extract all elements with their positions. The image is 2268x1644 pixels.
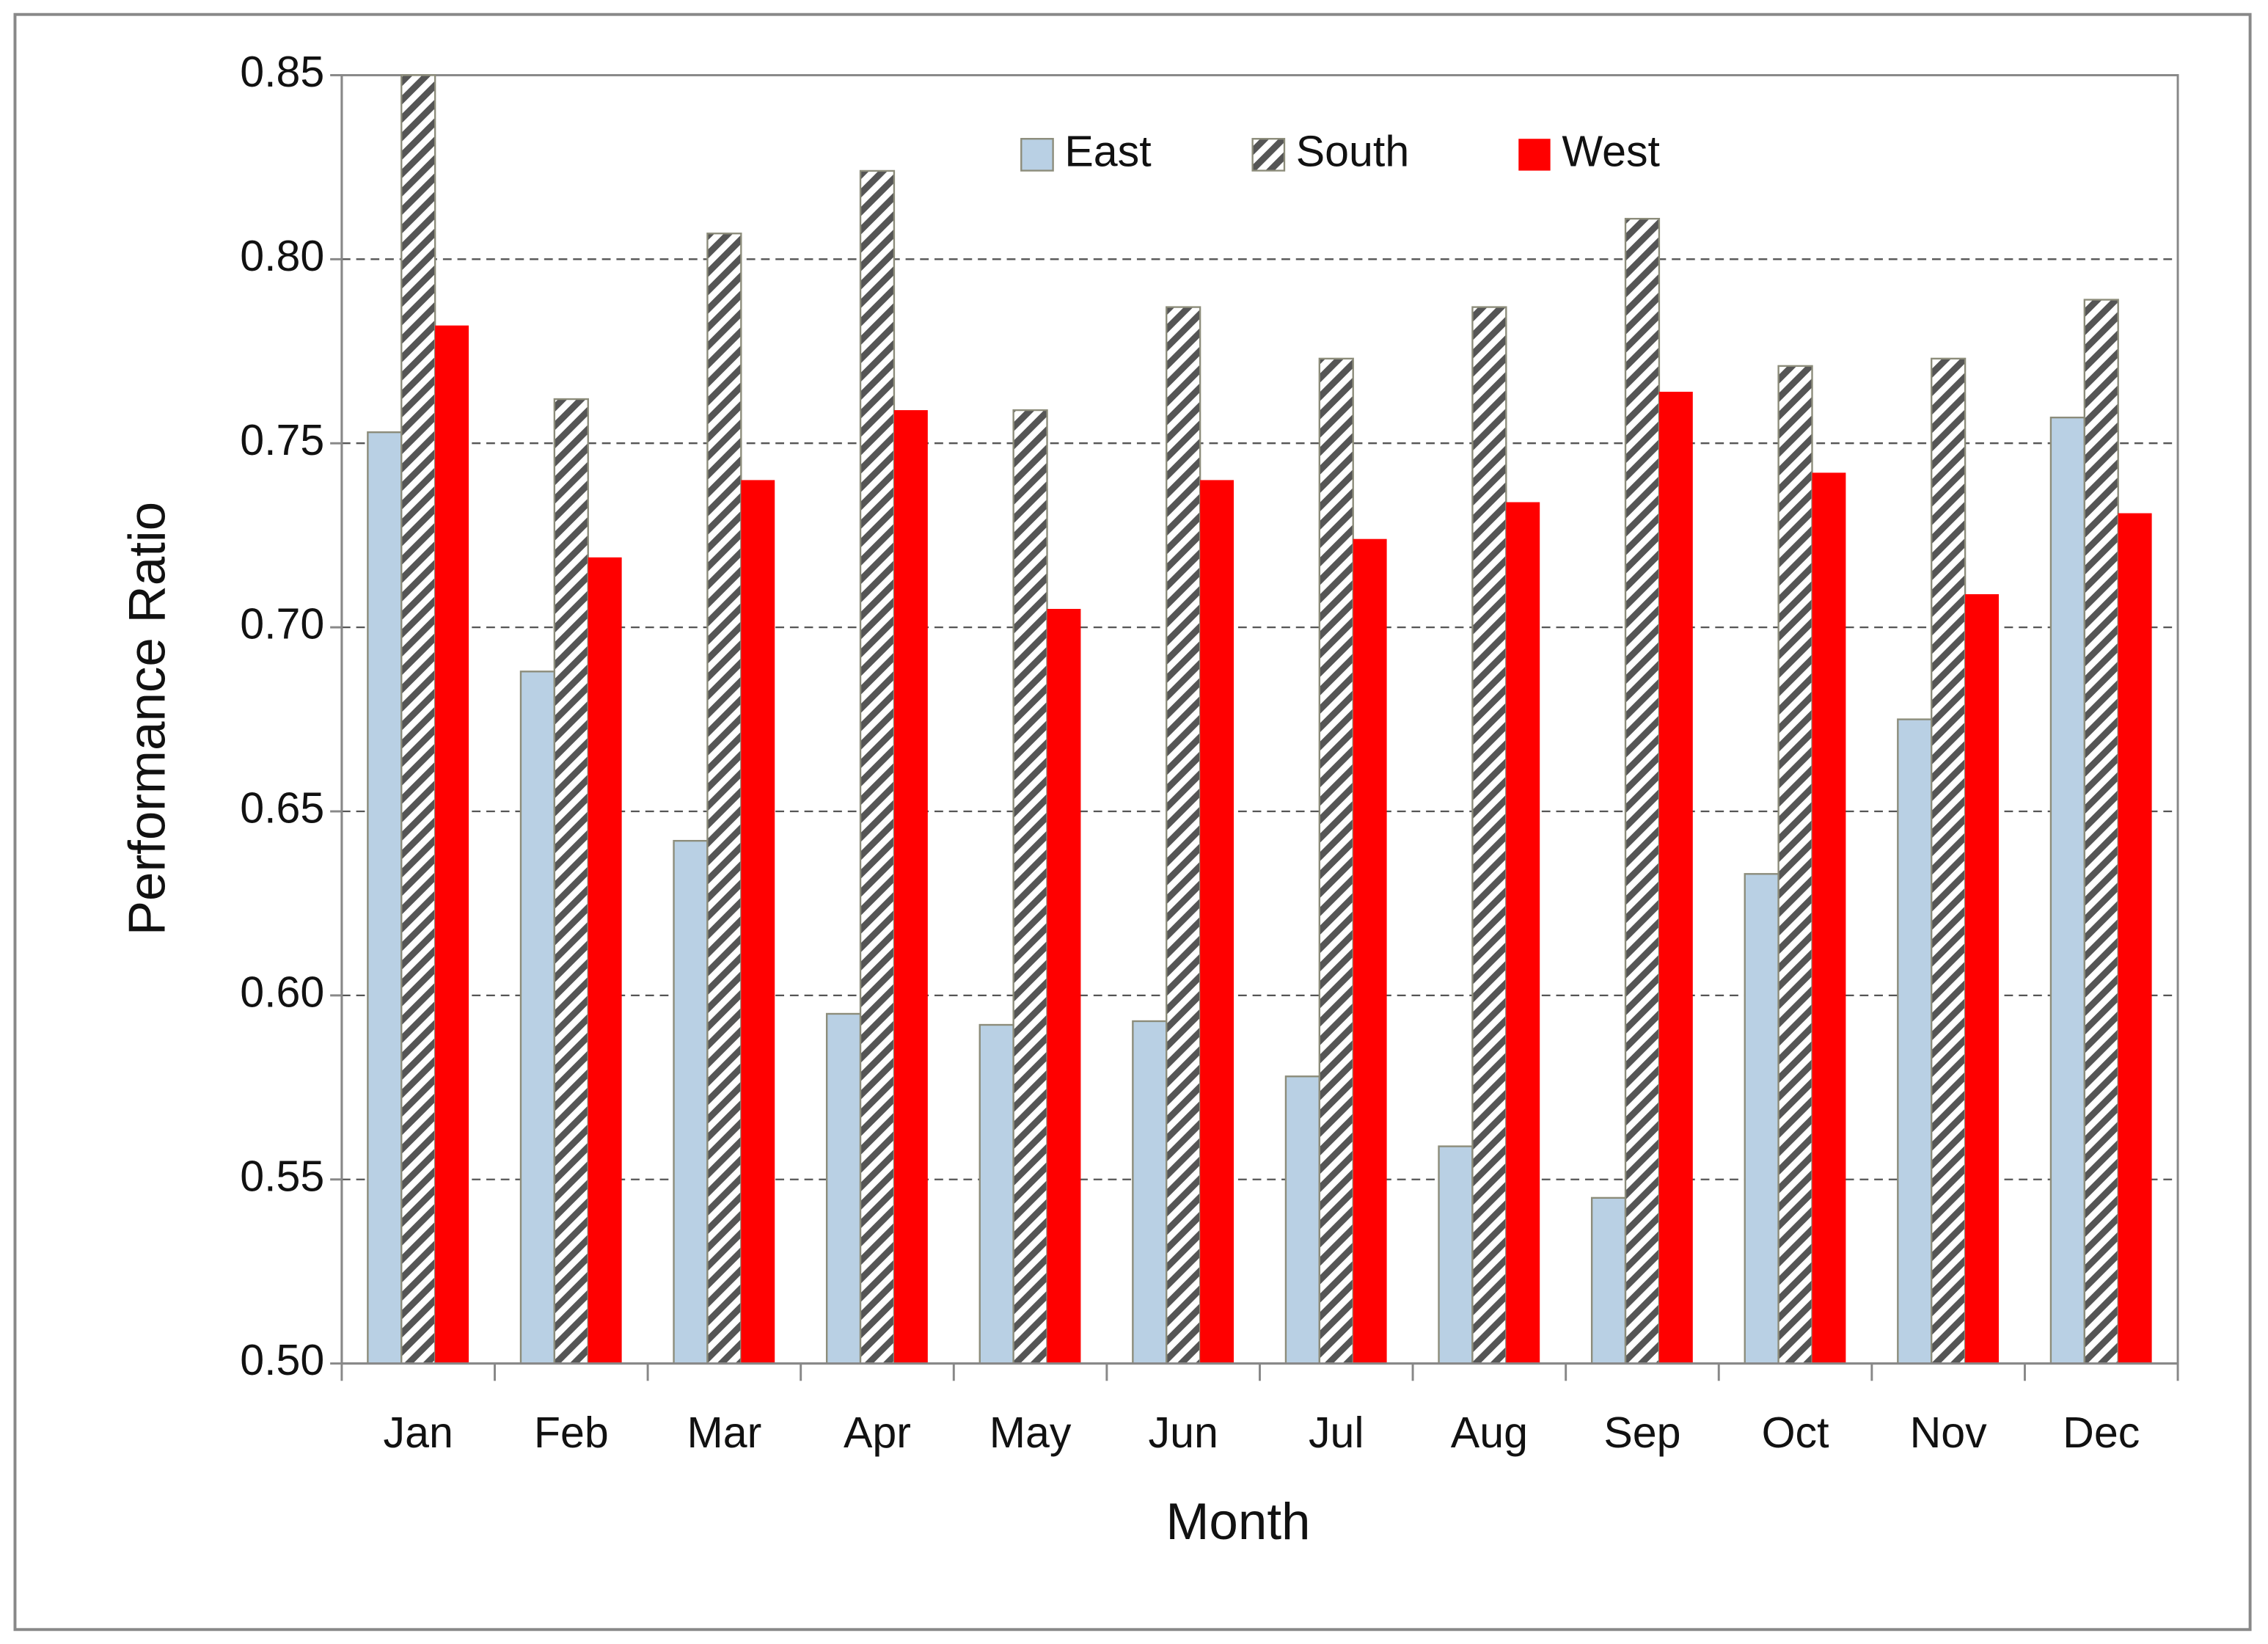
bar [553, 398, 589, 1364]
bar [1471, 306, 1507, 1364]
bar [1284, 1075, 1321, 1364]
bar [1353, 538, 1387, 1364]
y-tick-label: 0.50 [240, 1335, 324, 1384]
x-tick-label: Apr [844, 1408, 911, 1457]
y-tick-label: 0.70 [240, 599, 324, 649]
bar [2083, 299, 2119, 1364]
x-tick-label: Oct [1762, 1408, 1829, 1457]
legend-swatch [1251, 138, 1286, 172]
x-tick-label: Jan [384, 1408, 453, 1457]
x-tick-label: Jul [1309, 1408, 1364, 1457]
bar [1506, 502, 1540, 1364]
x-tick-label: Aug [1451, 1408, 1528, 1457]
y-tick-label: 0.55 [240, 1151, 324, 1200]
bar [1897, 718, 1933, 1364]
bar [1132, 1020, 1168, 1364]
bar [1047, 609, 1081, 1364]
bar [825, 1012, 862, 1364]
bar [1624, 217, 1661, 1364]
y-tick-label: 0.85 [240, 47, 324, 96]
y-axis-title: Performance Ratio [118, 502, 176, 935]
bar [1931, 357, 1967, 1364]
bar [435, 325, 469, 1364]
bar [1965, 593, 1999, 1364]
bar [1166, 306, 1201, 1364]
x-tick-label: Sep [1603, 1408, 1680, 1457]
bar [673, 839, 709, 1364]
bar [1777, 365, 1813, 1364]
legend-swatch [1020, 138, 1054, 172]
legend-label: East [1064, 127, 1151, 176]
plot-area [340, 74, 2179, 1365]
legend-label: South [1296, 127, 1409, 176]
y-tick-label: 0.65 [240, 783, 324, 833]
bar [893, 410, 928, 1364]
x-tick-label: Dec [2063, 1408, 2140, 1457]
bar [400, 74, 436, 1364]
x-tick-label: Jun [1149, 1408, 1218, 1457]
x-tick-label: Feb [534, 1408, 609, 1457]
legend-label: West [1562, 127, 1660, 176]
bar [1438, 1145, 1474, 1364]
bar [2118, 513, 2152, 1364]
bar [2049, 416, 2085, 1364]
y-tick-label: 0.80 [240, 231, 324, 280]
bar [741, 480, 775, 1364]
x-tick-label: Mar [687, 1408, 761, 1457]
bar [1658, 391, 1693, 1364]
bar [1200, 480, 1234, 1364]
bar [978, 1023, 1014, 1364]
bar [1744, 873, 1779, 1364]
bar [859, 169, 896, 1364]
x-axis-title: Month [1166, 1493, 1310, 1551]
bar [588, 557, 622, 1364]
legend-swatch [1518, 139, 1551, 171]
bar [519, 671, 556, 1364]
bar [1812, 472, 1846, 1364]
bar [1318, 357, 1354, 1364]
y-tick-label: 0.75 [240, 415, 324, 464]
bar [367, 431, 403, 1364]
y-tick-label: 0.60 [240, 967, 324, 1016]
x-tick-label: May [989, 1408, 1072, 1457]
bar [1590, 1197, 1627, 1364]
x-tick-label: Nov [1910, 1408, 1988, 1457]
bar [1012, 409, 1048, 1364]
bar [706, 233, 742, 1364]
